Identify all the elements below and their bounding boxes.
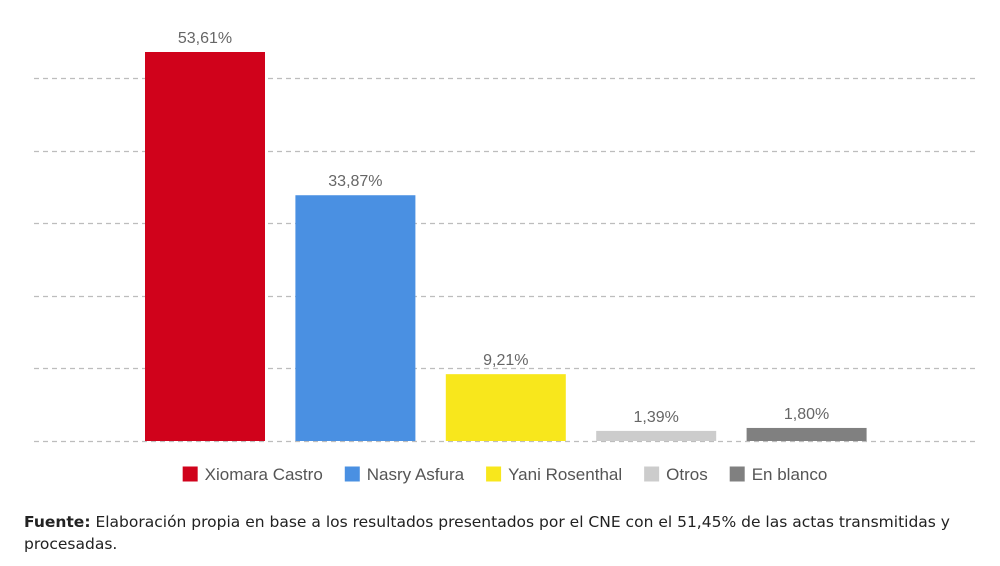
- bar-3: [445, 374, 566, 441]
- legend-item-5: En blanco: [729, 465, 828, 484]
- legend-swatch-5: [729, 466, 745, 482]
- bar-2: [295, 195, 416, 441]
- footnote-text: Elaboración propia en base a los resulta…: [24, 513, 950, 553]
- bars: [145, 52, 867, 441]
- legend-swatch-4: [644, 466, 660, 482]
- legend-label-3: Yani Rosenthal: [508, 465, 622, 484]
- legend-label-5: En blanco: [752, 465, 828, 484]
- legend-item-3: Yani Rosenthal: [486, 465, 622, 484]
- source-footnote: Fuente: Elaboración propia en base a los…: [24, 511, 964, 555]
- footnote-lead: Fuente:: [24, 513, 91, 531]
- legend-label-2: Nasry Asfura: [367, 465, 465, 484]
- legend-item-4: Otros: [644, 465, 708, 484]
- value-label-2: 33,87%: [328, 173, 382, 190]
- legend-item-2: Nasry Asfura: [344, 465, 465, 484]
- legend-label-4: Otros: [666, 465, 708, 484]
- value-label-3: 9,21%: [483, 352, 528, 369]
- bar-chart: 53,61% 33,87% 9,21% 1,39% 1,80% Xiomara Cast…: [34, 30, 976, 484]
- value-labels: 53,61% 33,87% 9,21% 1,39% 1,80%: [178, 30, 829, 426]
- legend-swatch-1: [182, 466, 198, 482]
- legend-swatch-3: [486, 466, 502, 482]
- legend-swatch-2: [344, 466, 360, 482]
- value-label-1: 53,61%: [178, 30, 232, 47]
- value-label-5: 1,80%: [784, 406, 829, 423]
- legend: Xiomara Castro Nasry Asfura Yani Rosenthal…: [182, 465, 828, 484]
- bar-4: [596, 430, 717, 441]
- bar-5: [746, 427, 867, 441]
- legend-label-1: Xiomara Castro: [205, 465, 323, 484]
- legend-item-1: Xiomara Castro: [182, 465, 323, 484]
- bar-1: [145, 52, 265, 441]
- value-label-4: 1,39%: [634, 409, 679, 426]
